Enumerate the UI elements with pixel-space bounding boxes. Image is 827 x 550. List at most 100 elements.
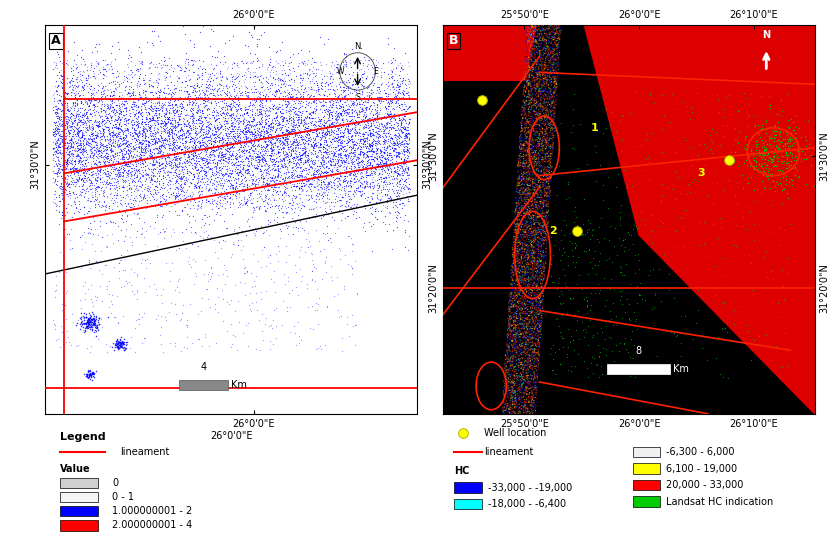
Point [519, 169, 532, 178]
Point [518, 174, 531, 183]
Point [193, 83, 206, 92]
Point [381, 97, 394, 106]
Point [768, 130, 782, 139]
Point [271, 117, 284, 126]
Point [331, 158, 344, 167]
Point [528, 344, 541, 353]
Point [251, 153, 265, 162]
Point [530, 270, 543, 279]
Point [533, 29, 546, 38]
Point [524, 69, 538, 78]
Point [203, 150, 217, 159]
Point [522, 199, 535, 208]
Point [517, 314, 530, 322]
Point [513, 272, 526, 280]
Point [533, 182, 547, 190]
Point [253, 107, 266, 116]
Point [399, 226, 412, 234]
Point [153, 68, 166, 77]
Point [538, 221, 552, 230]
Point [54, 96, 67, 104]
Point [150, 182, 163, 191]
Point [522, 59, 535, 68]
Point [74, 99, 88, 108]
Point [374, 87, 387, 96]
Point [518, 332, 531, 341]
Point [369, 153, 382, 162]
Point [542, 200, 555, 208]
Point [633, 279, 647, 288]
Point [517, 378, 530, 387]
Point [392, 137, 405, 146]
Point [528, 254, 541, 262]
Point [540, 230, 553, 239]
Point [502, 366, 515, 375]
Point [518, 167, 531, 176]
Point [519, 210, 533, 218]
Point [539, 40, 552, 48]
Point [508, 218, 521, 227]
Point [69, 64, 83, 73]
Point [94, 118, 108, 127]
Point [527, 102, 540, 111]
Point [108, 174, 121, 183]
Point [345, 183, 358, 191]
Point [530, 282, 543, 291]
Point [506, 388, 519, 397]
Point [528, 73, 541, 82]
Point [530, 329, 543, 338]
Point [267, 178, 280, 186]
Point [538, 209, 551, 218]
Point [318, 81, 332, 90]
Point [261, 94, 274, 103]
Point [270, 105, 284, 114]
Point [516, 384, 529, 393]
Point [387, 169, 400, 178]
Point [356, 99, 369, 108]
Point [504, 398, 517, 407]
Point [319, 138, 332, 146]
Point [509, 251, 523, 260]
Point [93, 201, 106, 210]
Point [120, 109, 133, 118]
Point [500, 375, 513, 384]
Point [546, 141, 559, 150]
Point [227, 59, 241, 68]
Point [540, 36, 553, 45]
Point [342, 232, 356, 240]
Point [521, 309, 534, 317]
Point [514, 131, 527, 140]
Point [547, 65, 561, 74]
Point [176, 22, 189, 31]
Point [402, 128, 415, 137]
Point [533, 242, 546, 251]
Point [277, 161, 290, 169]
Point [533, 238, 547, 247]
Point [504, 321, 518, 330]
Point [523, 332, 537, 341]
Point [546, 40, 559, 49]
Point [318, 156, 331, 164]
Point [536, 250, 549, 258]
Point [516, 354, 529, 362]
Point [514, 279, 528, 288]
Point [528, 383, 542, 392]
Point [311, 170, 324, 179]
Point [171, 120, 184, 129]
Point [94, 151, 108, 160]
Point [230, 188, 243, 197]
Point [361, 129, 375, 138]
Point [171, 184, 184, 193]
Point [514, 161, 527, 170]
Point [537, 74, 550, 83]
Point [60, 143, 74, 152]
Point [270, 200, 283, 209]
Point [50, 126, 64, 135]
Point [292, 144, 305, 152]
Point [121, 160, 134, 169]
Point [548, 72, 562, 81]
Point [128, 158, 141, 167]
Point [505, 303, 519, 312]
Point [122, 160, 135, 169]
Point [198, 154, 211, 163]
